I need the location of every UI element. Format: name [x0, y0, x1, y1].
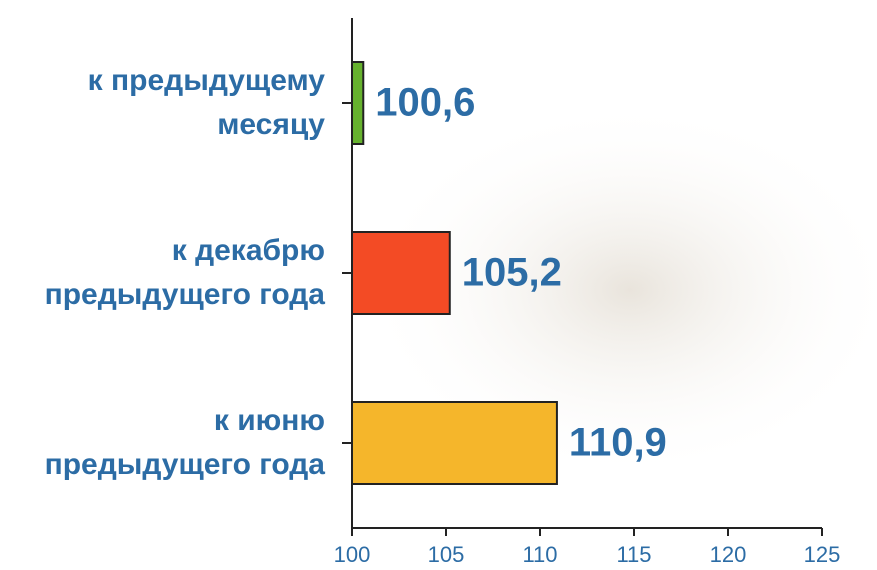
bar [351, 401, 558, 485]
value-label: 110,9 [569, 421, 667, 465]
y-tick-label: к предыдущему месяцу [87, 64, 325, 141]
value-label: 105,2 [462, 251, 562, 295]
x-tick-label: 105 [428, 542, 465, 567]
x-tick-label: 100 [334, 542, 371, 567]
bar [351, 61, 365, 145]
x-tick-label: 125 [804, 542, 841, 567]
y-tick-label: к июню предыдущего года [44, 404, 325, 481]
x-tick-label: 110 [522, 542, 557, 567]
bar [351, 231, 451, 315]
x-tick-label: 115 [616, 542, 651, 567]
background-decoration [360, 100, 877, 480]
y-tick-label: к декабрю предыдущего года [44, 234, 325, 311]
x-tick-label: 120 [710, 542, 747, 567]
value-label: 100,6 [375, 81, 475, 125]
